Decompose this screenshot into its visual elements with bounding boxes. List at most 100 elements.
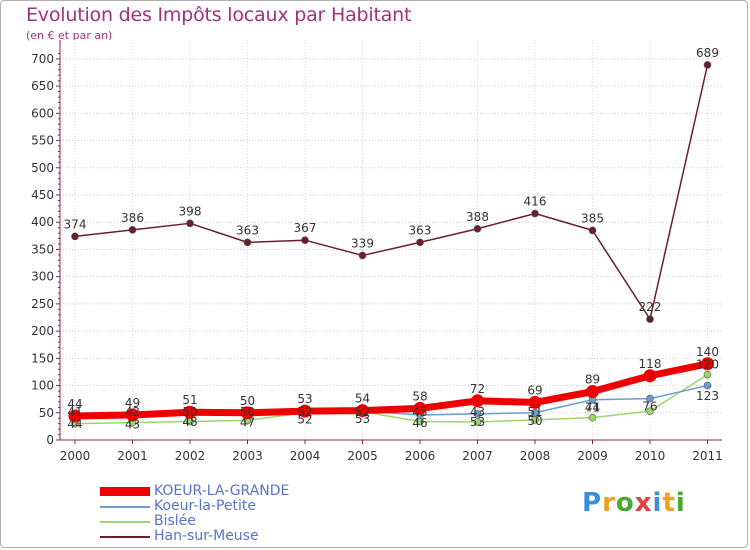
data-label-koeur-la-grande: 140 [696, 345, 719, 359]
data-label-koeur-la-petite: 74 [585, 401, 600, 415]
data-label-koeur-la-grande: 72 [470, 382, 485, 396]
data-label-han-sur-meuse: 363 [236, 223, 259, 237]
data-label-han-sur-meuse: 222 [639, 300, 662, 314]
point-koeur-la-grande [701, 357, 714, 371]
point-han-sur-meuse [243, 238, 252, 247]
point-koeur-la-petite [473, 410, 482, 418]
point-bisl-e [588, 413, 597, 422]
data-label-extra: 123 [696, 389, 719, 403]
point-koeur-la-grande [241, 406, 254, 420]
point-han-sur-meuse [186, 219, 194, 228]
legend-swatch-bislee [100, 520, 150, 523]
data-label-koeur-la-petite: 44 [67, 417, 82, 431]
xtick-label: 2001 [117, 449, 148, 463]
data-label-koeur-la-grande: 69 [527, 383, 542, 397]
data-label-extra: 52 [355, 405, 370, 419]
point-han-sur-meuse [128, 226, 137, 234]
point-koeur-la-grande [356, 404, 369, 418]
data-label-koeur-la-petite: 52 [297, 413, 312, 427]
data-label-koeur-la-petite: 53 [355, 412, 370, 426]
legend-label-koeur-la-petite: Koeur-la-Petite [154, 498, 257, 514]
data-label-koeur-la-petite: 48 [182, 415, 197, 429]
proxiti-logo: Proxiti [582, 488, 686, 518]
point-koeur-la-grande [471, 394, 484, 408]
legend-item-koeur-la-petite[interactable]: Koeur-la-Petite [100, 499, 289, 514]
data-label-han-sur-meuse: 339 [351, 236, 374, 250]
ytick-label: 450 [31, 188, 54, 202]
point-koeur-la-petite [703, 381, 712, 390]
point-bisl-e [473, 418, 482, 426]
xtick-label: 2008 [520, 449, 551, 463]
legend-swatch-koeur-la-grande [100, 487, 150, 496]
data-label-bisl-e: 120 [696, 358, 719, 372]
logo-letter: t [662, 488, 676, 518]
logo-letter: o [615, 488, 635, 518]
data-label-extra: 52 [297, 405, 312, 419]
data-label-koeur-la-grande: 44 [67, 397, 82, 411]
data-label-han-sur-meuse: 689 [696, 46, 719, 60]
data-label-extra: 43 [470, 405, 485, 419]
point-han-sur-meuse [531, 209, 539, 218]
ytick-label: 250 [31, 297, 54, 311]
ytick-label: 200 [31, 324, 54, 338]
legend-item-han-sur-meuse[interactable]: Han-sur-Meuse [100, 529, 289, 544]
data-label-han-sur-meuse: 416 [524, 195, 547, 209]
point-koeur-la-grande [528, 395, 542, 409]
data-label-han-sur-meuse: 385 [581, 211, 604, 225]
data-label-bisl-e: 41 [585, 401, 600, 415]
point-han-sur-meuse [646, 315, 654, 323]
data-label-extra: 50 [182, 405, 197, 419]
chart-title: Evolution des Impôts locaux par Habitant [26, 4, 412, 26]
point-koeur-la-petite [646, 394, 654, 403]
xtick-label: 2002 [175, 449, 206, 463]
point-koeur-la-grande [413, 401, 427, 415]
point-koeur-la-grande [643, 369, 657, 383]
series-line-bisl-e [74, 374, 708, 425]
ytick-label: 50 [39, 406, 54, 420]
data-label-han-sur-meuse: 398 [179, 204, 202, 218]
data-label-koeur-la-petite: 46 [412, 416, 427, 430]
point-koeur-la-grande [183, 405, 197, 419]
ytick-label: 0 [46, 433, 54, 447]
ytick-label: 300 [31, 270, 54, 284]
xtick-label: 2011 [692, 449, 723, 463]
legend-item-koeur-la-grande[interactable]: KOEUR-LA-GRANDE [100, 484, 289, 499]
ytick-label: 350 [31, 242, 54, 256]
data-label-extra: 42 [125, 405, 140, 419]
data-label-koeur-la-grande: 53 [297, 392, 312, 406]
data-label-koeur-la-grande: 51 [182, 393, 197, 407]
ytick-label: 700 [31, 52, 54, 66]
legend-item-bislee[interactable]: Bislée [100, 514, 289, 529]
ytick-label: 500 [31, 161, 54, 175]
point-han-sur-meuse [703, 61, 712, 69]
logo-letter: P [582, 488, 603, 518]
xtick-label: 2007 [462, 449, 493, 463]
data-label-extra: 45 [412, 405, 427, 419]
data-label-koeur-la-petite: 43 [125, 418, 140, 432]
legend-label-han-sur-meuse: Han-sur-Meuse [154, 528, 259, 544]
point-han-sur-meuse [416, 238, 424, 247]
chart-legend: KOEUR-LA-GRANDE Koeur-la-Petite Bislée H… [100, 484, 289, 544]
xtick-label: 2005 [347, 449, 378, 463]
data-label-koeur-la-grande: 58 [412, 389, 427, 403]
chart-subtitle: (en € et par an) [26, 29, 113, 42]
series-line-han-sur-meuse [74, 64, 709, 320]
plot-area [60, 40, 722, 440]
point-koeur-la-grande [298, 404, 312, 418]
ytick-label: 400 [31, 215, 54, 229]
point-bisl-e [646, 407, 654, 415]
logo-letter: x [634, 488, 653, 518]
data-label-koeur-la-grande: 50 [240, 394, 255, 408]
ytick-label: 100 [31, 379, 54, 393]
xtick-label: 2004 [290, 449, 321, 463]
point-bisl-e [703, 370, 712, 379]
data-label-extra: 41 [67, 405, 82, 419]
point-koeur-la-petite [531, 408, 539, 417]
data-label-han-sur-meuse: 388 [466, 210, 489, 224]
legend-label-koeur-la-grande: KOEUR-LA-GRANDE [154, 483, 290, 499]
ytick-label: 600 [31, 106, 54, 120]
xtick-label: 2010 [635, 449, 666, 463]
data-label-koeur-la-petite: 47 [240, 415, 255, 429]
legend-label-bislee: Bislée [154, 513, 196, 529]
ytick-label: 550 [31, 134, 54, 148]
